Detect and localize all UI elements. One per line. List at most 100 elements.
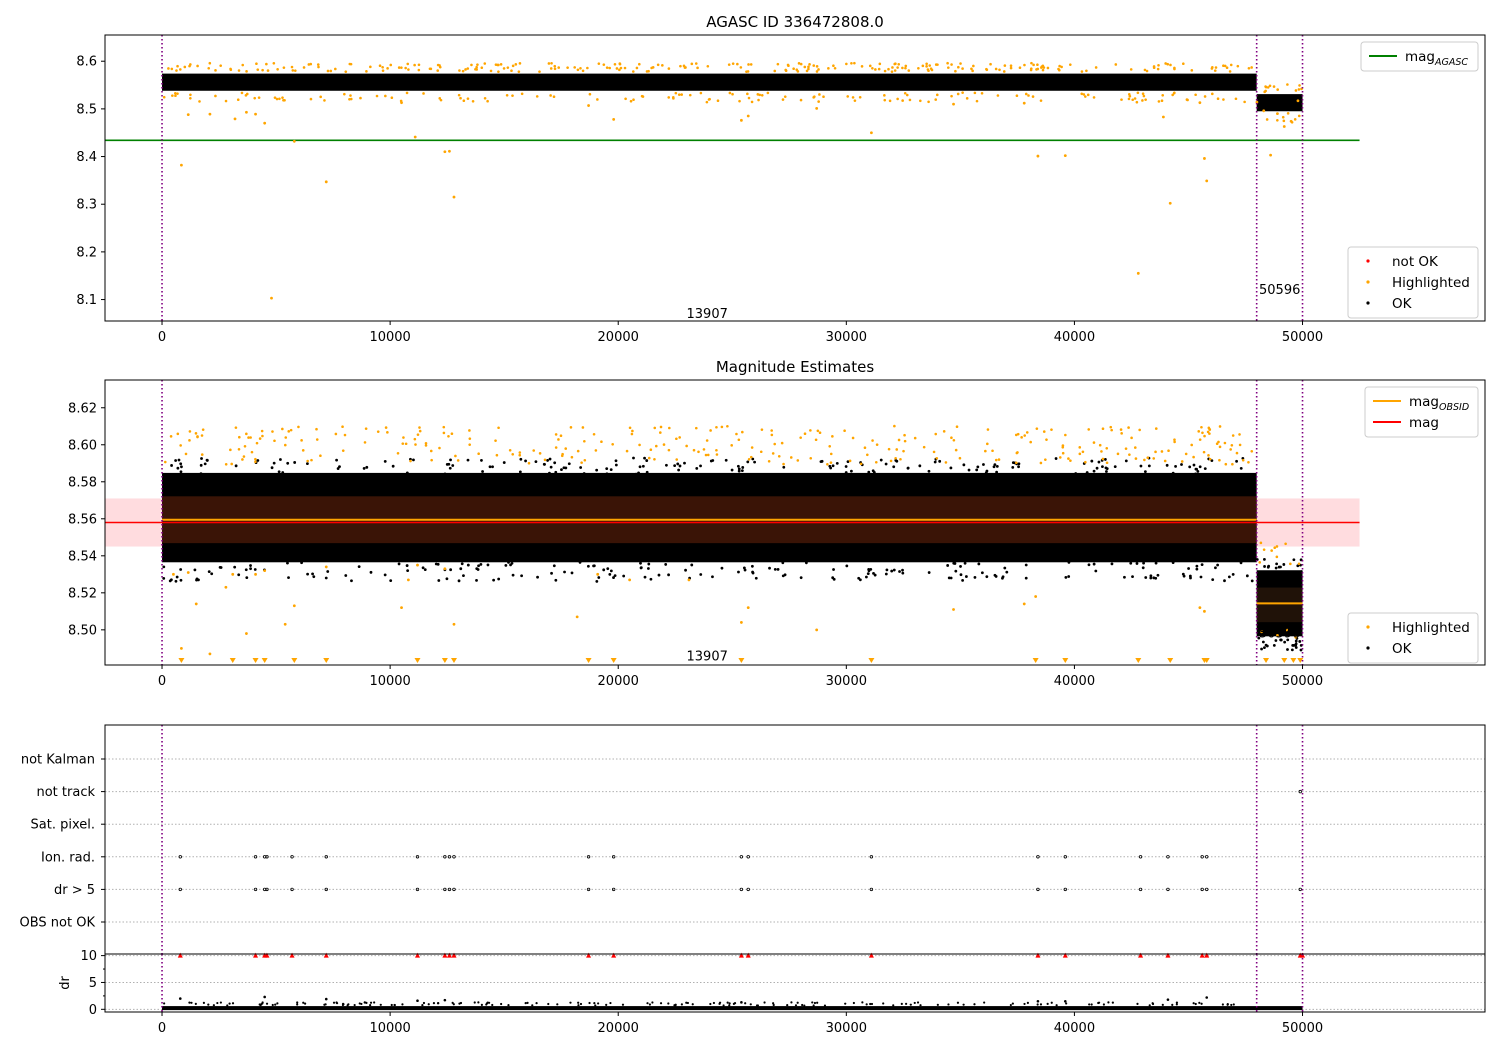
highlighted-point bbox=[249, 436, 252, 439]
dr-point bbox=[569, 1001, 572, 1004]
ok-point bbox=[560, 468, 563, 472]
ok-point bbox=[1144, 576, 1148, 579]
highlighted-point bbox=[494, 439, 497, 442]
highlighted-point bbox=[935, 93, 939, 97]
highlighted-point bbox=[1135, 100, 1139, 104]
highlighted-point bbox=[497, 70, 500, 73]
ok-point bbox=[643, 575, 647, 579]
flag-event bbox=[324, 887, 328, 892]
ok-point bbox=[1123, 575, 1126, 579]
ok-point bbox=[781, 561, 785, 565]
dr-point bbox=[1221, 1003, 1224, 1006]
highlighted-point bbox=[955, 425, 959, 428]
highlighted-outlier bbox=[575, 615, 579, 619]
highlighted-point bbox=[1009, 66, 1013, 70]
dr-point bbox=[905, 1002, 908, 1005]
highlighted-point bbox=[936, 63, 939, 66]
highlighted-point bbox=[1229, 448, 1232, 451]
highlighted-point bbox=[1143, 68, 1147, 72]
highlighted-point bbox=[1061, 451, 1065, 455]
clipped-marker bbox=[585, 658, 592, 663]
ok-point bbox=[234, 464, 238, 468]
highlighted-point bbox=[654, 444, 658, 448]
highlighted-point bbox=[1250, 66, 1253, 69]
dr-spike bbox=[1063, 999, 1067, 1003]
highlighted-outlier bbox=[1205, 179, 1209, 183]
dr-point bbox=[870, 1002, 874, 1006]
dr-point bbox=[1036, 1003, 1039, 1006]
ok-point bbox=[199, 463, 203, 467]
highlighted-point bbox=[883, 69, 887, 73]
ok-point bbox=[272, 474, 276, 478]
highlighted-point bbox=[281, 427, 284, 431]
dr-point bbox=[861, 1001, 864, 1004]
ok-point bbox=[595, 580, 599, 583]
flag-event bbox=[415, 887, 420, 892]
dr-point bbox=[1148, 1004, 1151, 1007]
clipped-marker bbox=[1290, 658, 1297, 663]
highlighted-point bbox=[996, 94, 1000, 97]
highlighted-point bbox=[588, 92, 592, 96]
highlighted-point bbox=[942, 430, 946, 433]
dr-point bbox=[265, 1002, 269, 1005]
dr-point bbox=[304, 1002, 307, 1005]
ok-point bbox=[651, 474, 655, 478]
flag-event bbox=[611, 887, 616, 892]
highlighted-outlier bbox=[400, 606, 403, 610]
highlighted-point bbox=[538, 452, 542, 455]
highlighted-outlier bbox=[263, 121, 267, 125]
ok-point bbox=[578, 561, 582, 564]
highlighted-point bbox=[261, 434, 264, 438]
highlighted-point bbox=[554, 446, 558, 449]
ok-point bbox=[1130, 473, 1134, 476]
highlighted-point bbox=[1023, 63, 1026, 67]
ok-point bbox=[954, 569, 958, 573]
highlighted-point bbox=[532, 449, 536, 452]
highlighted-point bbox=[1298, 84, 1301, 87]
highlighted-point bbox=[475, 68, 478, 71]
ok-point bbox=[605, 472, 609, 476]
dr-clipped-marker bbox=[868, 952, 874, 958]
highlighted-point bbox=[174, 94, 177, 98]
highlighted-outlier bbox=[180, 646, 183, 650]
highlighted-point bbox=[776, 62, 780, 66]
highlighted-point bbox=[183, 65, 187, 69]
highlighted-point bbox=[887, 67, 890, 71]
ok-point bbox=[335, 458, 338, 462]
ok-point bbox=[510, 561, 514, 565]
ok-point bbox=[344, 574, 348, 577]
highlighted-point bbox=[1294, 89, 1298, 92]
ok-point bbox=[832, 577, 836, 581]
ok-point bbox=[869, 567, 873, 571]
ok-point bbox=[286, 461, 290, 465]
highlighted-point bbox=[341, 449, 345, 452]
highlighted-point bbox=[818, 431, 822, 435]
ok-point bbox=[1171, 471, 1175, 475]
dr-clipped-marker bbox=[1138, 952, 1144, 958]
dr-point bbox=[485, 1003, 488, 1006]
highlighted-point bbox=[747, 458, 751, 461]
ok-point bbox=[938, 459, 942, 463]
ok-point bbox=[507, 560, 510, 564]
highlighted-point bbox=[272, 61, 276, 65]
clipped-marker bbox=[229, 658, 236, 663]
highlighted-point bbox=[1216, 97, 1220, 101]
dr-point bbox=[686, 1001, 689, 1005]
highlighted-point bbox=[994, 458, 998, 462]
highlighted-point bbox=[1218, 458, 1221, 462]
ok-point bbox=[462, 574, 465, 578]
ok-point bbox=[1173, 473, 1177, 477]
ok-point bbox=[519, 457, 523, 461]
dr-clipped-marker bbox=[1035, 952, 1041, 958]
ok-point bbox=[741, 474, 744, 478]
ok-point bbox=[1192, 463, 1196, 467]
ok-point bbox=[1149, 576, 1153, 580]
highlighted-point bbox=[1116, 452, 1120, 456]
highlighted-point bbox=[1217, 440, 1220, 444]
ok-point bbox=[977, 562, 981, 566]
dr-clipped-marker bbox=[738, 952, 744, 958]
highlighted-point bbox=[807, 67, 810, 71]
ok-point bbox=[306, 572, 309, 576]
ok-point bbox=[560, 473, 564, 477]
highlighted-point bbox=[257, 96, 261, 99]
